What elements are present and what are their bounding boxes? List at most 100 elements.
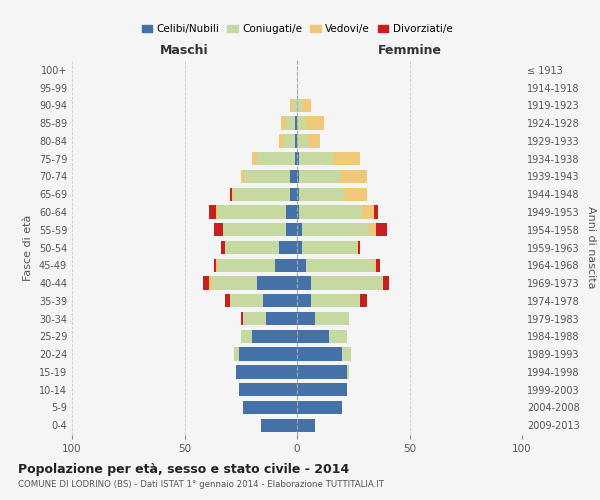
Bar bbox=[376, 258, 380, 272]
Bar bbox=[299, 206, 362, 218]
Text: Popolazione per età, sesso e stato civile - 2014: Popolazione per età, sesso e stato civil… bbox=[18, 462, 349, 475]
Bar bbox=[297, 276, 311, 289]
Bar bbox=[286, 223, 297, 236]
Bar bbox=[221, 241, 225, 254]
Legend: Celibi/Nubili, Coniugati/e, Vedovi/e, Divorziati/e: Celibi/Nubili, Coniugati/e, Vedovi/e, Di… bbox=[137, 20, 457, 38]
Bar bbox=[212, 276, 257, 289]
Bar bbox=[243, 312, 265, 326]
Bar bbox=[311, 276, 383, 289]
Bar bbox=[214, 258, 216, 272]
Bar bbox=[297, 401, 342, 414]
Bar bbox=[209, 206, 216, 218]
Bar bbox=[369, 223, 376, 236]
Bar bbox=[203, 276, 209, 289]
Bar bbox=[290, 170, 297, 183]
Bar bbox=[308, 134, 320, 147]
Bar bbox=[261, 418, 297, 432]
Bar bbox=[302, 241, 355, 254]
Bar bbox=[306, 116, 324, 130]
Bar bbox=[218, 258, 275, 272]
Bar bbox=[234, 188, 290, 201]
Bar bbox=[286, 116, 295, 130]
Bar bbox=[373, 206, 378, 218]
Bar bbox=[245, 170, 290, 183]
Bar bbox=[297, 134, 308, 147]
Bar bbox=[297, 188, 299, 201]
Bar bbox=[297, 152, 299, 166]
Bar bbox=[355, 241, 358, 254]
Bar bbox=[297, 98, 302, 112]
Text: Femmine: Femmine bbox=[377, 44, 442, 58]
Bar bbox=[299, 188, 344, 201]
Bar bbox=[223, 223, 286, 236]
Bar bbox=[297, 383, 347, 396]
Bar bbox=[376, 223, 387, 236]
Bar bbox=[344, 188, 367, 201]
Bar bbox=[362, 206, 373, 218]
Bar bbox=[241, 330, 252, 343]
Bar bbox=[263, 294, 297, 308]
Bar bbox=[290, 98, 293, 112]
Bar bbox=[214, 223, 223, 236]
Bar bbox=[239, 383, 297, 396]
Bar bbox=[297, 206, 299, 218]
Bar bbox=[209, 276, 212, 289]
Bar bbox=[295, 116, 297, 130]
Bar bbox=[275, 258, 297, 272]
Bar bbox=[243, 401, 297, 414]
Bar bbox=[302, 223, 369, 236]
Bar bbox=[297, 365, 347, 378]
Bar bbox=[299, 170, 340, 183]
Bar bbox=[295, 152, 297, 166]
Bar bbox=[232, 188, 234, 201]
Bar bbox=[297, 330, 329, 343]
Bar bbox=[216, 206, 218, 218]
Bar bbox=[257, 152, 295, 166]
Bar bbox=[297, 116, 306, 130]
Bar bbox=[297, 241, 302, 254]
Text: Maschi: Maschi bbox=[160, 44, 209, 58]
Bar bbox=[360, 294, 367, 308]
Bar bbox=[358, 241, 360, 254]
Text: COMUNE DI LODRINO (BS) - Dati ISTAT 1° gennaio 2014 - Elaborazione TUTTITALIA.IT: COMUNE DI LODRINO (BS) - Dati ISTAT 1° g… bbox=[18, 480, 384, 489]
Bar bbox=[286, 206, 297, 218]
Bar bbox=[257, 276, 297, 289]
Bar bbox=[229, 188, 232, 201]
Bar bbox=[347, 365, 349, 378]
Bar bbox=[241, 312, 243, 326]
Bar bbox=[265, 312, 297, 326]
Bar bbox=[297, 170, 299, 183]
Bar bbox=[297, 294, 311, 308]
Bar bbox=[299, 152, 333, 166]
Bar bbox=[295, 134, 297, 147]
Bar bbox=[297, 258, 306, 272]
Bar bbox=[284, 134, 295, 147]
Bar bbox=[297, 312, 315, 326]
Bar bbox=[290, 188, 297, 201]
Bar bbox=[311, 294, 360, 308]
Bar bbox=[302, 98, 311, 112]
Bar bbox=[252, 330, 297, 343]
Bar bbox=[234, 348, 239, 361]
Bar bbox=[236, 365, 297, 378]
Bar bbox=[297, 223, 302, 236]
Bar bbox=[340, 170, 367, 183]
Y-axis label: Anni di nascita: Anni di nascita bbox=[586, 206, 596, 289]
Bar bbox=[279, 241, 297, 254]
Bar bbox=[342, 348, 351, 361]
Bar bbox=[229, 294, 263, 308]
Bar bbox=[218, 206, 286, 218]
Bar bbox=[373, 258, 376, 272]
Bar bbox=[279, 134, 284, 147]
Bar bbox=[297, 418, 315, 432]
Bar bbox=[216, 258, 218, 272]
Bar bbox=[239, 348, 297, 361]
Bar bbox=[281, 116, 286, 130]
Y-axis label: Fasce di età: Fasce di età bbox=[23, 214, 33, 280]
Bar bbox=[383, 276, 389, 289]
Bar bbox=[333, 152, 360, 166]
Bar bbox=[297, 348, 342, 361]
Bar bbox=[252, 152, 257, 166]
Bar bbox=[225, 241, 279, 254]
Bar bbox=[241, 170, 245, 183]
